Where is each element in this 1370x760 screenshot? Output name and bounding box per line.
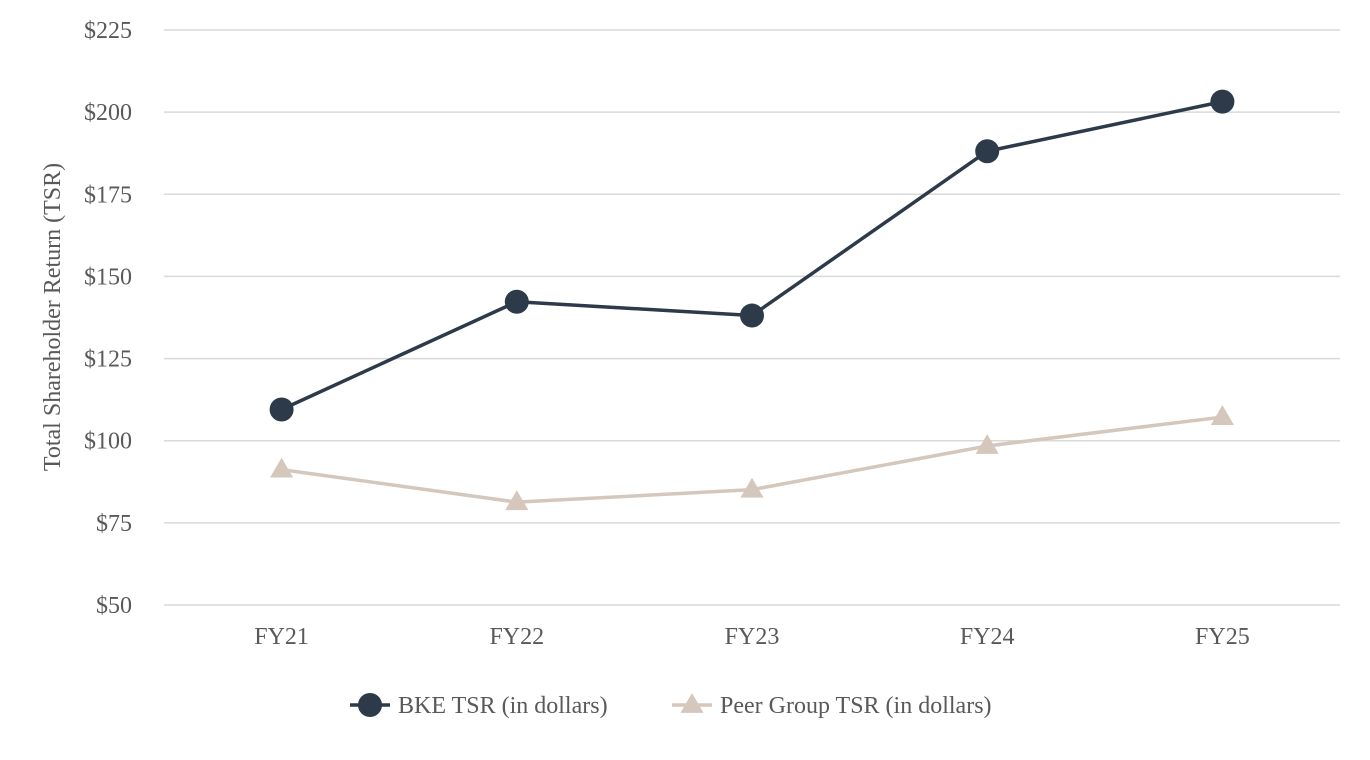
- legend-item: BKE TSR (in dollars): [350, 693, 608, 719]
- data-point: [269, 397, 294, 422]
- legend-item: Peer Group TSR (in dollars): [672, 693, 992, 719]
- data-point: [1210, 405, 1234, 425]
- data-point: [504, 289, 529, 314]
- x-tick-label: FY22: [489, 624, 544, 650]
- y-tick-label: $150: [84, 264, 132, 290]
- x-tick-label: FY23: [725, 624, 780, 650]
- x-tick-label: FY21: [254, 624, 309, 650]
- legend: BKE TSR (in dollars) Peer Group TSR (in d…: [350, 693, 992, 719]
- x-tick-label: FY25: [1195, 624, 1250, 650]
- data-point: [270, 457, 294, 478]
- legend-label: Peer Group TSR (in dollars): [720, 693, 992, 719]
- series-bke: [269, 89, 1235, 422]
- data-point: [740, 477, 764, 498]
- y-axis-ticks: $50 $75 $100 $125 $150 $175 $200 $225: [84, 18, 132, 619]
- series-peer-group: [270, 405, 1234, 511]
- series-line: [280, 99, 1223, 412]
- y-tick-label: $175: [84, 182, 132, 208]
- data-point: [1210, 89, 1235, 114]
- series-group: [269, 89, 1235, 511]
- data-point: [975, 434, 999, 454]
- data-point: [975, 139, 1000, 164]
- data-point: [740, 303, 764, 328]
- y-tick-label: $125: [84, 347, 132, 373]
- x-axis-ticks: FY21 FY22 FY23 FY24 FY25: [254, 624, 1249, 650]
- legend-marker: [680, 693, 704, 713]
- legend-marker: [358, 693, 382, 717]
- y-tick-label: $225: [84, 18, 132, 44]
- y-tick-label: $50: [96, 593, 132, 619]
- y-tick-label: $200: [84, 100, 132, 126]
- y-tick-label: $75: [96, 511, 132, 537]
- y-axis-title: Total Shareholder Return (TSR): [40, 163, 66, 471]
- y-tick-label: $100: [84, 429, 132, 455]
- gridlines: [164, 29, 1340, 606]
- legend-label: BKE TSR (in dollars): [398, 693, 608, 719]
- data-point: [505, 490, 529, 511]
- x-tick-label: FY24: [960, 624, 1015, 650]
